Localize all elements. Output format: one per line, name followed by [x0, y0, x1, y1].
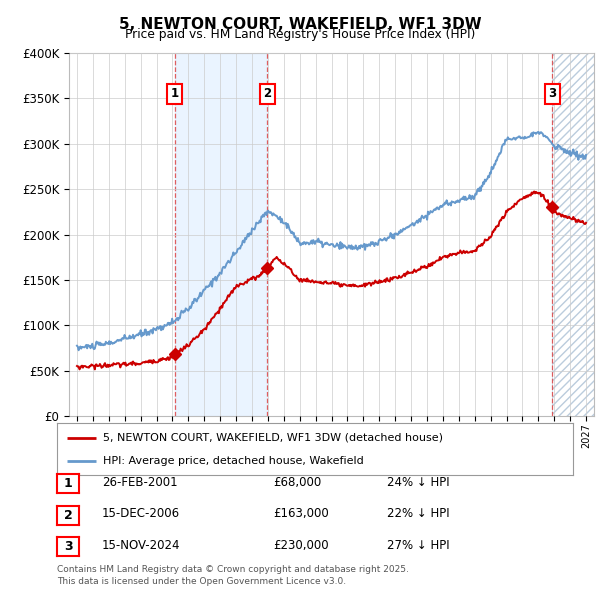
Text: 2: 2: [263, 87, 271, 100]
Text: Price paid vs. HM Land Registry's House Price Index (HPI): Price paid vs. HM Land Registry's House …: [125, 28, 475, 41]
Text: 26-FEB-2001: 26-FEB-2001: [102, 476, 178, 489]
Text: 15-DEC-2006: 15-DEC-2006: [102, 507, 180, 520]
Text: 5, NEWTON COURT, WAKEFIELD, WF1 3DW: 5, NEWTON COURT, WAKEFIELD, WF1 3DW: [119, 17, 481, 31]
Text: 2: 2: [64, 509, 73, 522]
Bar: [175, 53, 267, 416]
Text: 22% ↓ HPI: 22% ↓ HPI: [387, 507, 449, 520]
Text: £230,000: £230,000: [273, 539, 329, 552]
Text: 3: 3: [548, 87, 556, 100]
Text: 15-NOV-2024: 15-NOV-2024: [102, 539, 181, 552]
Bar: [553, 53, 594, 416]
Text: 1: 1: [171, 87, 179, 100]
Text: HPI: Average price, detached house, Wakefield: HPI: Average price, detached house, Wake…: [103, 457, 364, 467]
Text: Contains HM Land Registry data © Crown copyright and database right 2025.
This d: Contains HM Land Registry data © Crown c…: [57, 565, 409, 586]
Text: 1: 1: [64, 477, 73, 490]
Text: 27% ↓ HPI: 27% ↓ HPI: [387, 539, 449, 552]
Text: 3: 3: [64, 540, 73, 553]
Bar: [553, 53, 594, 416]
Text: £68,000: £68,000: [273, 476, 321, 489]
Text: 24% ↓ HPI: 24% ↓ HPI: [387, 476, 449, 489]
Text: £163,000: £163,000: [273, 507, 329, 520]
Text: 5, NEWTON COURT, WAKEFIELD, WF1 3DW (detached house): 5, NEWTON COURT, WAKEFIELD, WF1 3DW (det…: [103, 432, 443, 442]
